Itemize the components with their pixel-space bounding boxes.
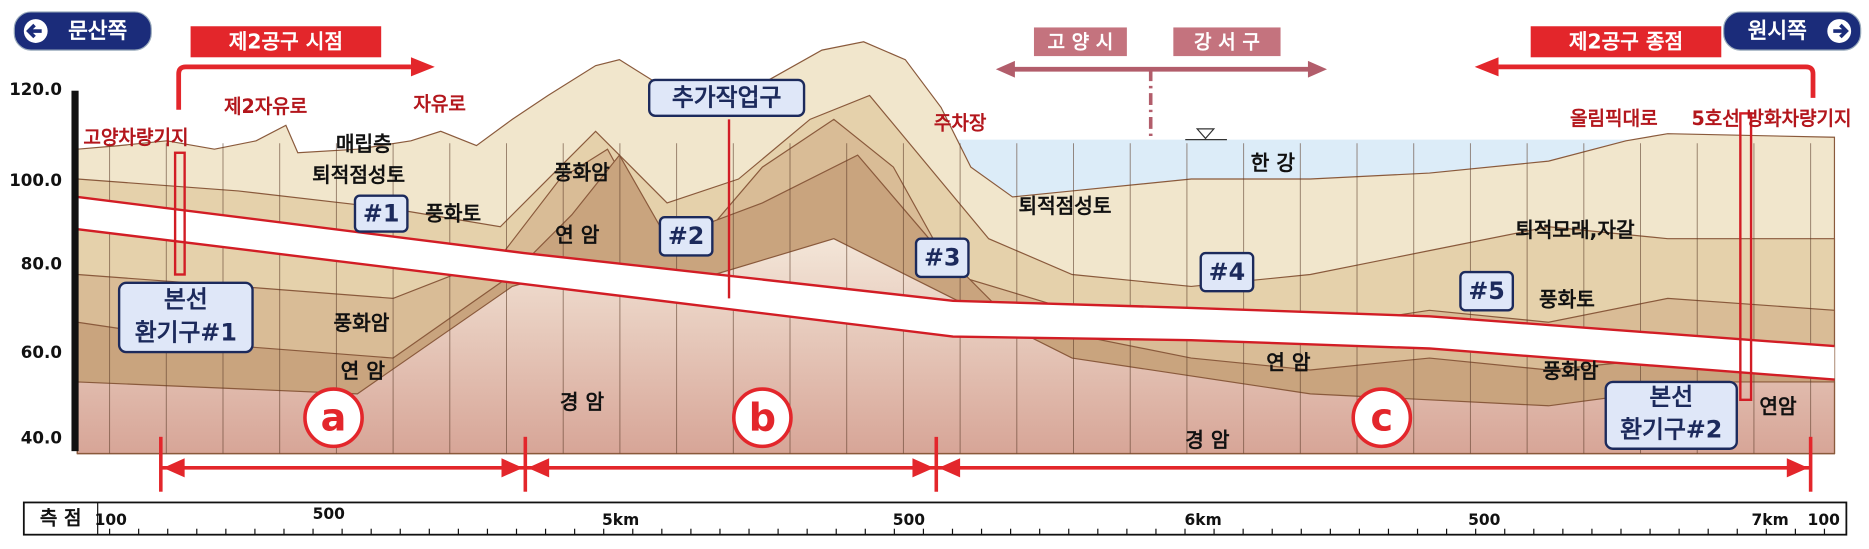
end-arrowhead — [1474, 57, 1499, 77]
elevation-label: 60.0 — [21, 343, 62, 362]
station-title: 측 점 — [40, 508, 82, 530]
section-label: b — [749, 396, 776, 440]
stratum-label: 퇴적모래,자갈 — [1515, 218, 1635, 242]
shaft-label: #3 — [924, 243, 961, 271]
stratum-label: 경 암 — [560, 390, 605, 414]
shaft-label: #2 — [668, 222, 705, 250]
start-arrow — [176, 64, 411, 110]
direction-badge — [13, 11, 152, 51]
stratum-label: 연 암 — [555, 223, 600, 247]
elevation-label: 100.0 — [9, 171, 62, 190]
district-label: 강 서 구 — [1194, 31, 1260, 53]
district-label: 고 양 시 — [1048, 31, 1114, 53]
section-arrows — [159, 436, 1813, 492]
section-label: a — [321, 396, 347, 440]
shaft-box — [353, 194, 409, 233]
section-marker — [303, 387, 364, 449]
shaft-label: #4 — [1209, 258, 1246, 286]
stratum-label: 풍화토 — [1539, 287, 1595, 311]
tunnel — [77, 196, 1835, 380]
section-marker — [1351, 387, 1413, 449]
elevation-label: 120.0 — [9, 80, 62, 99]
shaft-box — [1199, 251, 1255, 293]
landmark: 고양차량기지 — [83, 127, 188, 149]
start-banner-label: 제2공구 시점 — [229, 29, 343, 53]
station-bar — [22, 501, 1848, 536]
station-lines — [109, 143, 1812, 454]
vent-box — [1604, 380, 1738, 450]
landmark: 자유로 — [413, 94, 466, 116]
start-arrowhead — [410, 57, 435, 77]
station-label: 5km — [602, 511, 639, 529]
stratum-label: 경 암 — [1185, 428, 1230, 452]
end-arrow — [1498, 64, 1816, 98]
end-banner — [1530, 26, 1722, 58]
direction-badge — [1723, 11, 1862, 51]
station-label: 6km — [1185, 511, 1222, 529]
vent-label: 본선 — [164, 285, 208, 313]
arrow-icon — [26, 23, 42, 39]
landmark: 주차장 — [934, 113, 987, 135]
stratum-label: 풍화토 — [425, 201, 481, 225]
station-label: 100 — [1808, 511, 1841, 529]
stratum-label: 연암 — [1759, 395, 1797, 419]
shaft-box — [658, 216, 714, 257]
vent-label: 환기구#2 — [1620, 415, 1722, 443]
tunnel-crown — [77, 195, 1835, 348]
vent-box — [117, 281, 254, 354]
stratum-label: 퇴적점성토 — [312, 163, 405, 187]
section-marker — [731, 387, 793, 449]
stratum-label: 퇴적점성토 — [1018, 194, 1111, 218]
vent-label: 본선 — [1649, 383, 1693, 411]
shaft-box — [914, 237, 970, 279]
stratum-label: 한 강 — [1251, 151, 1296, 175]
landmark: 올림픽대로 — [1570, 108, 1658, 130]
elevation-label: 40.0 — [21, 429, 62, 448]
work-shaft-label: 추가작업구 — [672, 84, 782, 112]
station-label: 500 — [893, 511, 926, 529]
start-banner — [190, 26, 382, 58]
station-label: 7km — [1752, 511, 1789, 529]
district-box — [1173, 27, 1281, 57]
tunnel-invert — [77, 227, 1835, 381]
direction-label: 원시쪽 — [1748, 19, 1807, 44]
vent-shaft-2 — [1739, 112, 1753, 402]
end-banner-label: 제2공구 종점 — [1569, 29, 1683, 53]
shaft-label: #5 — [1468, 277, 1505, 305]
elevation-axis — [71, 90, 79, 452]
station-ticks — [108, 528, 1826, 535]
section-label: c — [1371, 396, 1394, 440]
shaft-label: #1 — [363, 199, 400, 227]
station-label: 100 — [95, 511, 128, 529]
arrow-icon — [1833, 23, 1849, 39]
stratum-label: 풍화암 — [554, 161, 610, 185]
water-level-mark — [1195, 128, 1216, 140]
stratum-label: 풍화암 — [1543, 359, 1599, 383]
stratum-label: 풍화암 — [334, 311, 390, 335]
stratum-label: 연 암 — [341, 359, 386, 383]
elevation-label: 80.0 — [21, 254, 62, 273]
landmark: 제2자유로 — [224, 96, 307, 118]
work-shaft-box — [648, 78, 806, 117]
station-label: 500 — [313, 505, 346, 523]
direction-label: 문산쪽 — [68, 19, 127, 44]
shaft-box — [1459, 270, 1515, 312]
stratum-label: 연 암 — [1266, 350, 1311, 374]
district-box — [1033, 27, 1127, 57]
stratum-label: 매립층 — [336, 132, 392, 156]
landmark: 5호선 방화차량기지 — [1692, 108, 1852, 130]
station-label: 500 — [1468, 511, 1501, 529]
vent-label: 환기구#1 — [135, 319, 237, 347]
vent-shaft-1 — [173, 151, 186, 276]
